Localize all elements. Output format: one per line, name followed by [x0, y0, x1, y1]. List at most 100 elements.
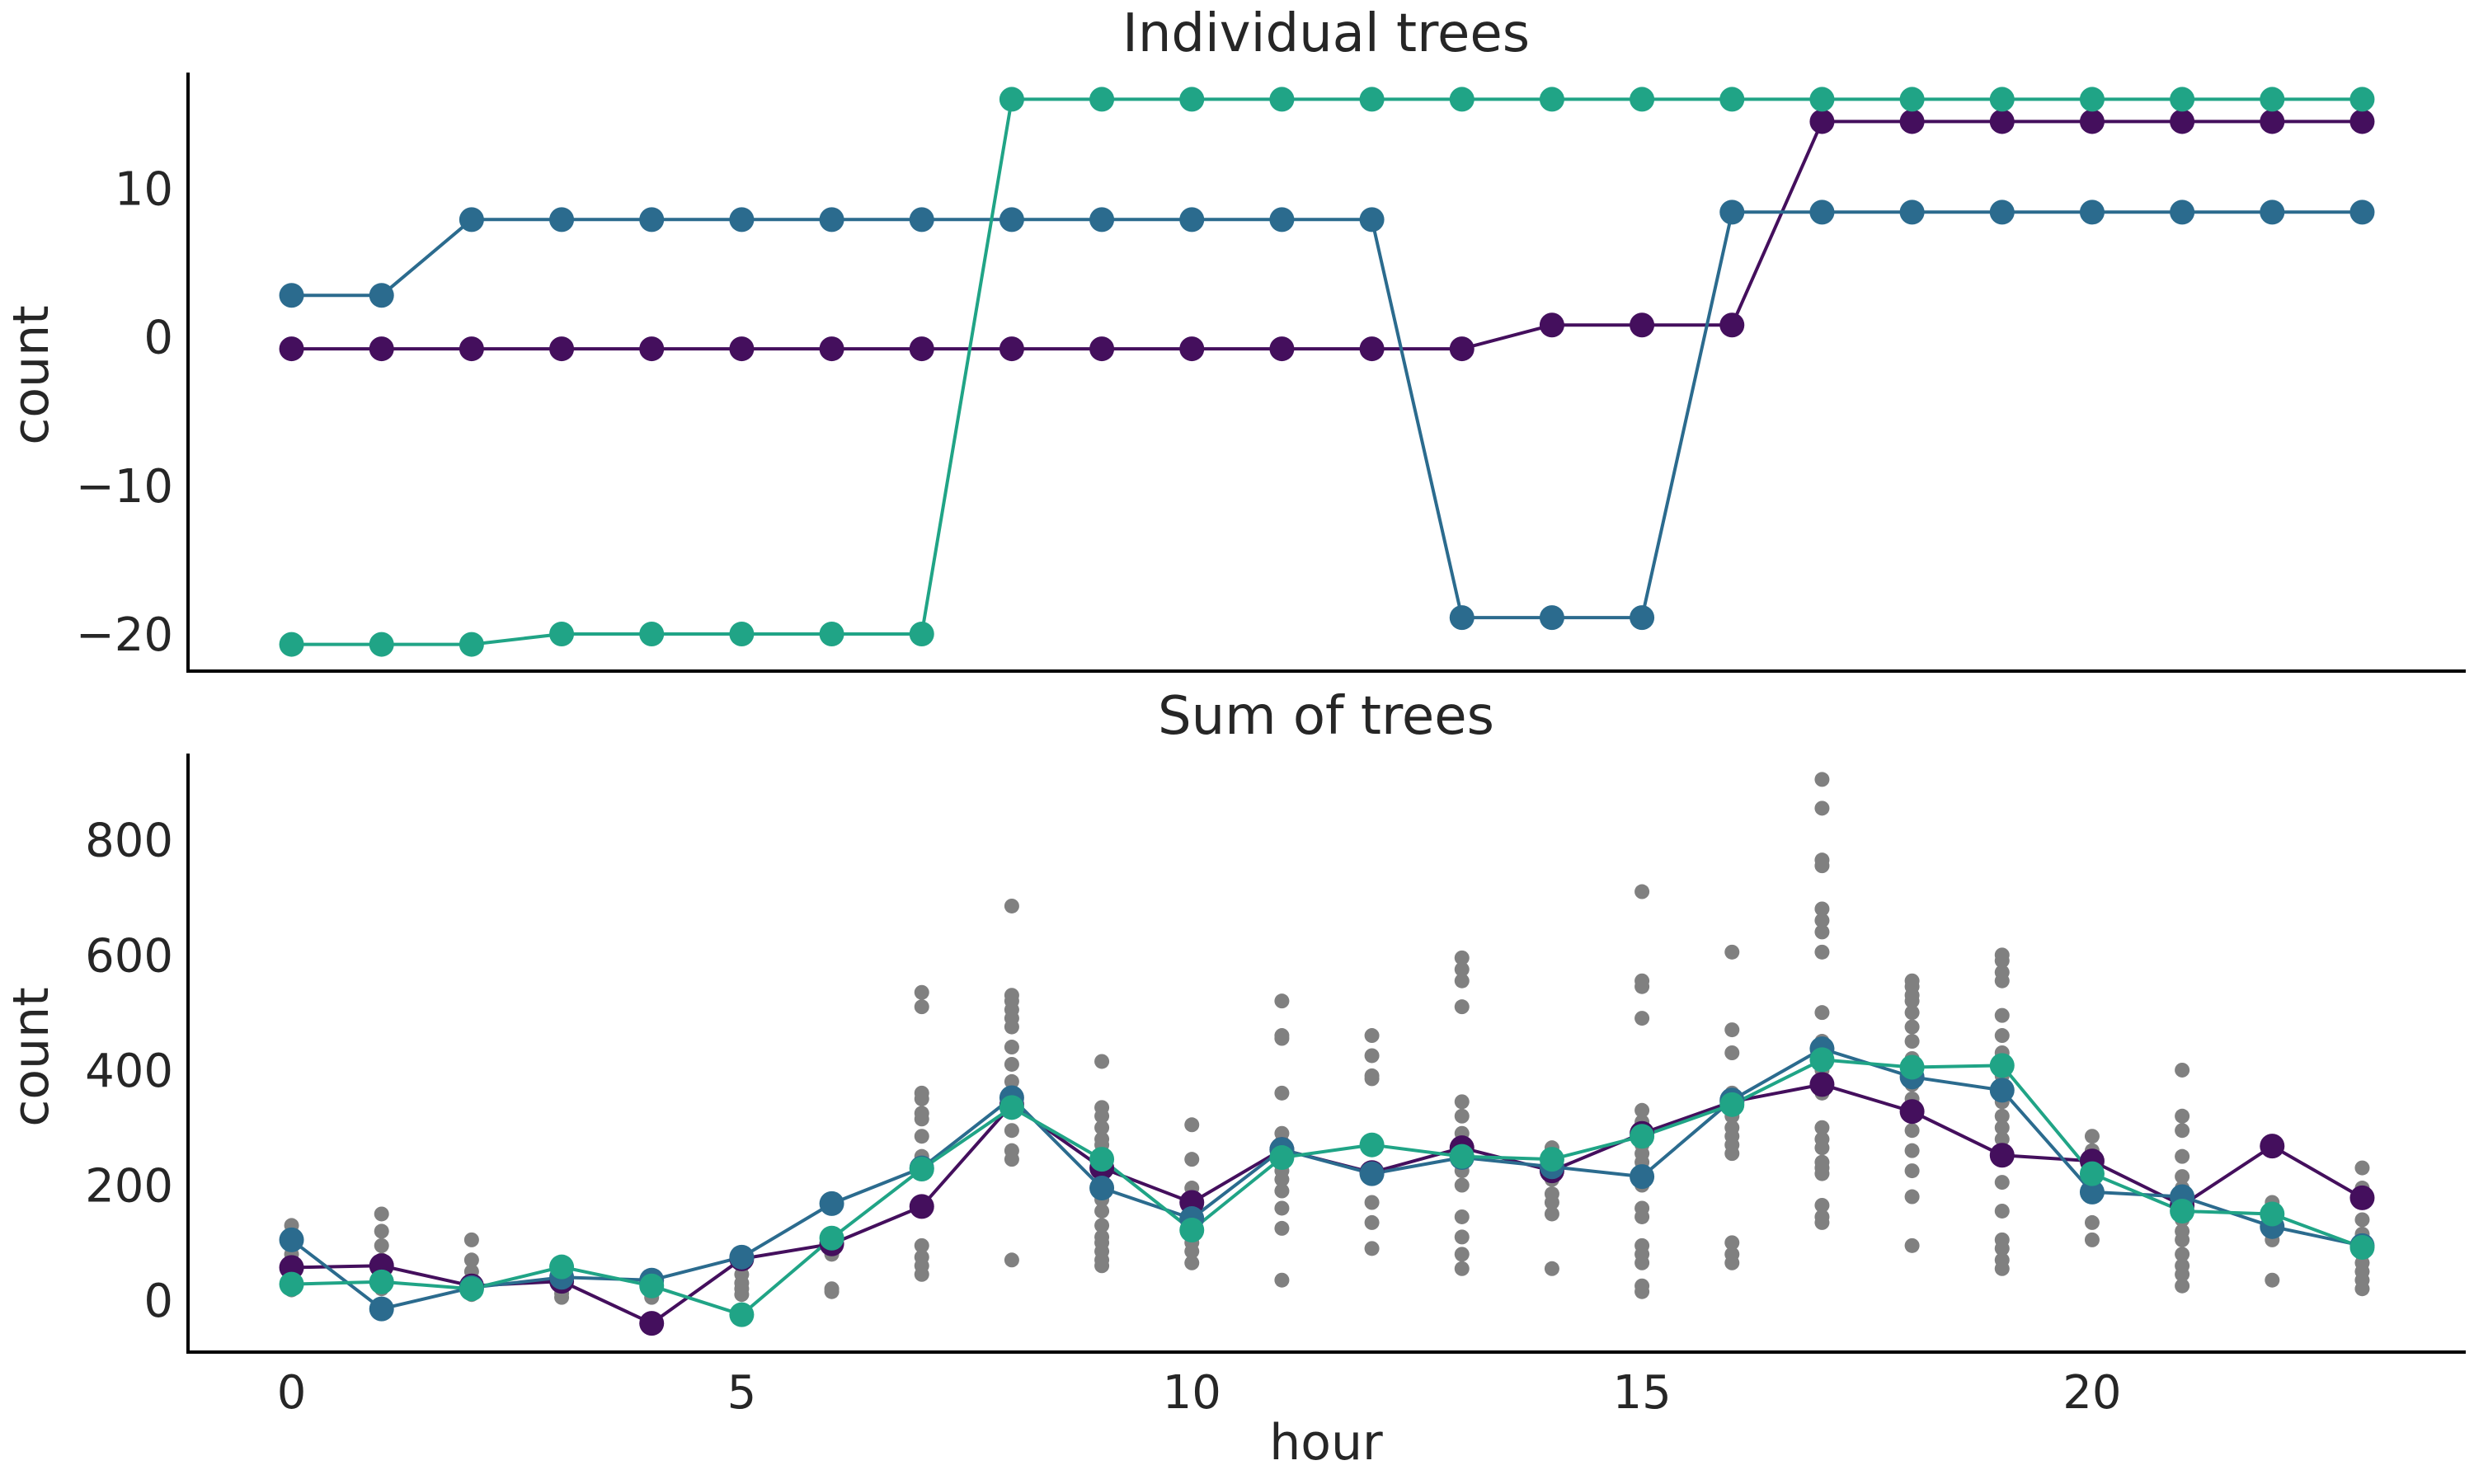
- series-line-3: [291, 1058, 2363, 1317]
- observed-point: [1364, 1028, 1380, 1044]
- series-point-2: [2079, 1179, 2105, 1205]
- observed-point: [2354, 1212, 2370, 1228]
- series-point-3: [1449, 87, 1475, 112]
- series-point-3: [1449, 1144, 1475, 1169]
- observed-point: [374, 1223, 389, 1239]
- observed-point: [1544, 1195, 1559, 1210]
- x-tick-label: 5: [727, 1366, 757, 1420]
- panel-title: Sum of trees: [1158, 686, 1494, 747]
- series-point-2: [1630, 605, 1655, 631]
- observed-point: [914, 1266, 929, 1282]
- series-point-1: [2260, 1134, 2285, 1159]
- observed-point: [1454, 999, 1470, 1015]
- series-markers: [279, 87, 2375, 657]
- series-point-2: [639, 207, 665, 232]
- series-point-3: [1719, 1092, 1745, 1117]
- observed-point: [1094, 1120, 1110, 1135]
- series-point-1: [1630, 312, 1655, 338]
- observed-point: [1454, 1094, 1470, 1110]
- observed-point: [1184, 1152, 1200, 1167]
- observed-point: [1994, 953, 2010, 969]
- series-point-1: [1179, 336, 1205, 362]
- series-point-1: [1539, 312, 1564, 338]
- x-tick-label: 10: [1163, 1366, 1221, 1420]
- series-point-3: [1809, 1047, 1835, 1073]
- observed-point: [1814, 944, 1830, 960]
- series-line-1: [291, 1082, 2363, 1326]
- series-point-2: [1359, 207, 1385, 232]
- series-point-3: [1630, 1124, 1655, 1149]
- series-point-1: [729, 336, 755, 362]
- panel-sum-of-trees: Sum of trees count hour 800 600 400 200 0 0 5…: [2, 686, 2466, 1472]
- observed-point: [1274, 1183, 1290, 1199]
- series-point-1: [1089, 336, 1115, 362]
- observed-point: [2354, 1281, 2370, 1297]
- observed-point: [1994, 1261, 2010, 1276]
- observed-point: [1544, 1261, 1559, 1276]
- series-point-1: [1899, 1099, 1925, 1125]
- observed-point: [1274, 1031, 1290, 1046]
- series-point-3: [2349, 1234, 2375, 1260]
- series-point-2: [2260, 200, 2285, 225]
- series-point-3: [2349, 87, 2375, 112]
- observed-point: [1724, 1146, 1740, 1162]
- series-point-1: [909, 1194, 934, 1219]
- series-point-3: [369, 632, 394, 657]
- observed-point: [1004, 898, 1019, 913]
- observed-point: [463, 1232, 479, 1247]
- observed-point: [1274, 1220, 1290, 1236]
- series-line-2: [291, 210, 2363, 620]
- series-point-1: [2349, 1185, 2375, 1210]
- series-point-3: [729, 1302, 755, 1327]
- observed-point: [1004, 1019, 1019, 1035]
- y-axis-label: count: [2, 987, 60, 1126]
- observed-point: [2084, 1129, 2100, 1144]
- y-axis-label: count: [2, 305, 60, 444]
- series-point-2: [549, 207, 575, 232]
- y-tick-label: 0: [143, 312, 173, 365]
- series-line-2: [290, 1047, 2363, 1311]
- observed-point: [1904, 1005, 1920, 1021]
- observed-point: [1454, 1261, 1470, 1276]
- series-point-2: [279, 1227, 304, 1252]
- observed-point: [2265, 1272, 2280, 1288]
- observed-point: [2175, 1123, 2190, 1139]
- observed-point: [1814, 858, 1830, 874]
- x-tick-labels: 0 5 10 15 20: [277, 1366, 2122, 1420]
- observed-point: [914, 999, 929, 1015]
- series-point-3: [2170, 87, 2195, 112]
- observed-point: [1634, 1011, 1650, 1026]
- series-point-3: [549, 1254, 575, 1280]
- observed-point: [1004, 1123, 1019, 1139]
- series-point-3: [999, 87, 1024, 112]
- observed-point: [1814, 1214, 1830, 1230]
- series-point-2: [1269, 207, 1295, 232]
- series-point-3: [2079, 1161, 2105, 1186]
- observed-points: [284, 772, 2370, 1305]
- series-point-3: [819, 621, 844, 646]
- series-point-2: [2170, 200, 2195, 225]
- series-point-2: [2349, 200, 2375, 225]
- observed-point: [1004, 1056, 1019, 1072]
- observed-point: [2175, 1148, 2190, 1164]
- x-tick-label: 20: [2062, 1366, 2121, 1420]
- observed-point: [1454, 961, 1470, 977]
- observed-point: [914, 984, 929, 1000]
- observed-point: [914, 1111, 929, 1127]
- series-point-3: [1719, 87, 1745, 112]
- observed-point: [1634, 979, 1650, 994]
- series-point-3: [2170, 1198, 2195, 1223]
- observed-point: [463, 1252, 479, 1268]
- series-point-1: [639, 336, 665, 362]
- observed-point: [1454, 1247, 1470, 1262]
- observed-point: [554, 1289, 570, 1305]
- series-point-3: [1989, 87, 2015, 112]
- series-point-3: [279, 1271, 304, 1297]
- series-lines: [290, 1047, 2363, 1326]
- series-point-2: [1719, 200, 1745, 225]
- series-point-1: [999, 336, 1024, 362]
- series-point-2: [369, 283, 394, 308]
- series-point-2: [1449, 605, 1475, 631]
- series-point-3: [1269, 1145, 1295, 1171]
- observed-point: [1814, 1120, 1830, 1135]
